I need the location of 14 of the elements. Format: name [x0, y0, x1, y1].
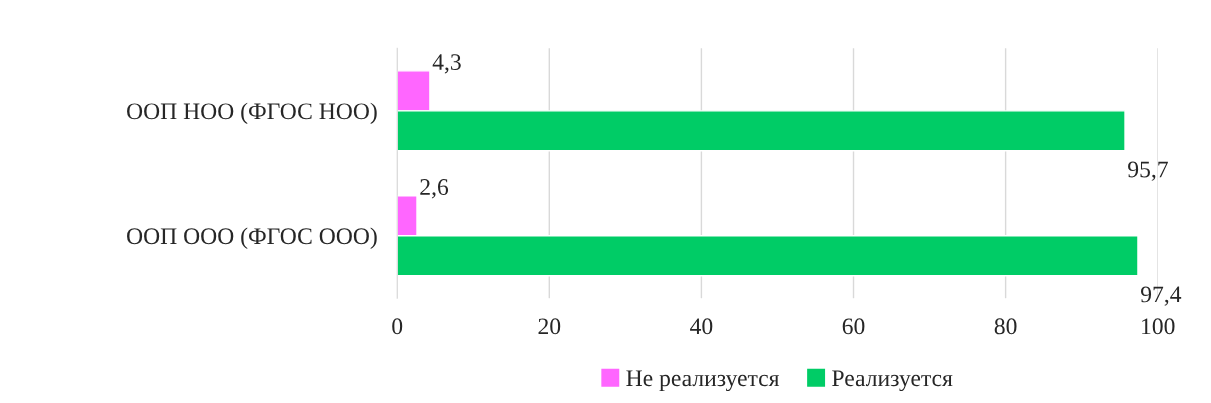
x-tick-label: 80 [994, 318, 1017, 335]
y-tick-label: ООП ООО (ФГОС ООО) [127, 227, 377, 249]
x-tick-label: 60 [842, 318, 865, 335]
y-tick-label: ООП НОО (ФГОС НОО) [127, 102, 377, 125]
data-label: 4,3 [432, 54, 461, 74]
x-tick-label: 20 [538, 318, 561, 335]
data-label: 2,6 [420, 179, 449, 199]
data-label: 97,4 [1140, 286, 1182, 306]
legend-label: Реализуется [832, 370, 953, 392]
x-tick-label: 40 [690, 318, 713, 335]
x-tick-label: 0 [392, 318, 403, 335]
legend-label: Не реализуется [626, 370, 780, 392]
data-label: 95,7 [1128, 161, 1168, 181]
x-tick-label: 100 [1142, 318, 1175, 335]
